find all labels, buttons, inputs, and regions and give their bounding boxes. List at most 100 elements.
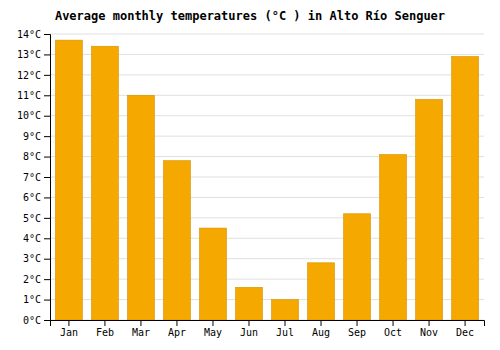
y-tick-mark [44, 320, 50, 321]
y-tick-label: 0°C [23, 315, 41, 326]
y-tick-label: 14°C [17, 29, 41, 40]
y-tick-mark [44, 259, 50, 260]
bar [199, 228, 226, 320]
y-tick: 7°C [23, 172, 50, 183]
y-tick-mark [44, 238, 50, 239]
x-tick: Jul [276, 320, 294, 338]
y-tick-label: 9°C [23, 131, 41, 142]
y-tick: 1°C [23, 294, 50, 305]
bar [235, 287, 262, 320]
x-tick: Oct [384, 320, 402, 338]
y-tick-mark [44, 300, 50, 301]
x-tick-mark [465, 320, 466, 326]
x-tick-mark [285, 320, 286, 326]
y-tick-mark [44, 279, 50, 280]
y-tick-mark [44, 157, 50, 158]
y-tick: 2°C [23, 274, 50, 285]
y-tick: 12°C [17, 70, 50, 81]
y-tick-mark [44, 136, 50, 137]
x-tick: Sep [348, 320, 366, 338]
y-tick: 5°C [23, 213, 50, 224]
y-tick-label: 1°C [23, 294, 41, 305]
x-tick-mark [176, 320, 177, 326]
x-tick-mark [68, 320, 69, 326]
y-tick-mark [44, 75, 50, 76]
y-tick-label: 6°C [23, 192, 41, 203]
grid [50, 34, 484, 320]
y-tick-label: 7°C [23, 172, 41, 183]
y-tick-label: 4°C [23, 233, 41, 244]
y-tick-mark [44, 95, 50, 96]
x-tick-label: Jun [240, 327, 258, 338]
bar [344, 214, 371, 320]
y-tick-label: 10°C [17, 110, 41, 121]
y-tick: 6°C [23, 192, 50, 203]
x-tick-label: Aug [312, 327, 330, 338]
y-tick-mark [44, 116, 50, 117]
x-tick-label: Oct [384, 327, 402, 338]
bar [127, 95, 154, 320]
x-tick: May [204, 320, 222, 338]
bars [55, 40, 478, 320]
y-tick: 14°C [17, 29, 50, 40]
x-tick-mark [393, 320, 394, 326]
y-tick: 3°C [23, 253, 50, 264]
y-tick-label: 5°C [23, 213, 41, 224]
chart: 0°C 1°C 2°C 3°C 4°C 5°C 6°C 7°C 8°C 9°C 10°C 11°C 12… [0, 0, 500, 350]
bar [380, 155, 407, 320]
grid-line [50, 34, 484, 35]
x-tick-mark [140, 320, 141, 326]
x-tick: Jun [240, 320, 258, 338]
bar [272, 300, 299, 320]
x-tick-mark [357, 320, 358, 326]
title: Average monthly temperatures (°C ) in Al… [55, 9, 445, 23]
bar [452, 56, 479, 320]
x-axis: Jan Feb Mar Apr May Jun Jul Aug Sep Oct Nov Dec [51, 320, 485, 338]
y-tick-label: 3°C [23, 253, 41, 264]
y-tick: 9°C [23, 131, 50, 142]
bar [91, 46, 118, 320]
x-tick: Jan [60, 320, 78, 338]
y-tick-label: 11°C [17, 90, 41, 101]
x-tick: Aug [312, 320, 330, 338]
x-tick-label: Nov [420, 327, 438, 338]
y-tick-mark [44, 34, 50, 35]
x-tick-label: Feb [96, 327, 114, 338]
y-tick-mark [44, 54, 50, 55]
x-axis-line [51, 321, 485, 327]
x-tick-label: Dec [456, 327, 474, 338]
y-tick-mark [44, 218, 50, 219]
y-axis-line [44, 35, 51, 321]
y-tick-label: 13°C [17, 49, 41, 60]
x-tick-label: Sep [348, 327, 366, 338]
y-tick-mark [44, 177, 50, 178]
y-tick: 10°C [17, 110, 50, 121]
x-tick-label: Jan [60, 327, 78, 338]
x-tick-mark [321, 320, 322, 326]
x-tick-label: Jul [276, 327, 294, 338]
y-tick-mark [44, 197, 50, 198]
x-tick-label: May [204, 327, 222, 338]
plot-area: 0°C 1°C 2°C 3°C 4°C 5°C 6°C 7°C 8°C 9°C 10°C 11°C 12… [17, 29, 485, 338]
x-tick: Dec [456, 320, 474, 338]
x-tick-mark [429, 320, 430, 326]
x-tick-label: Apr [168, 327, 186, 338]
y-tick-label: 12°C [17, 70, 41, 81]
y-tick-label: 8°C [23, 151, 41, 162]
x-tick: Mar [132, 320, 150, 338]
y-tick: 13°C [17, 49, 50, 60]
x-tick: Apr [168, 320, 186, 338]
x-tick-mark [248, 320, 249, 326]
y-tick: 0°C [23, 315, 50, 326]
x-tick-label: Mar [132, 327, 150, 338]
bar [416, 99, 443, 320]
y-tick: 4°C [23, 233, 50, 244]
y-axis: 0°C 1°C 2°C 3°C 4°C 5°C 6°C 7°C 8°C 9°C 10°C 11°C 12… [17, 29, 51, 326]
bar [308, 263, 335, 320]
x-tick-mark [212, 320, 213, 326]
x-tick: Feb [96, 320, 114, 338]
x-tick: Nov [420, 320, 438, 338]
y-tick: 11°C [17, 90, 50, 101]
y-tick: 8°C [23, 151, 50, 162]
x-tick-mark [104, 320, 105, 326]
